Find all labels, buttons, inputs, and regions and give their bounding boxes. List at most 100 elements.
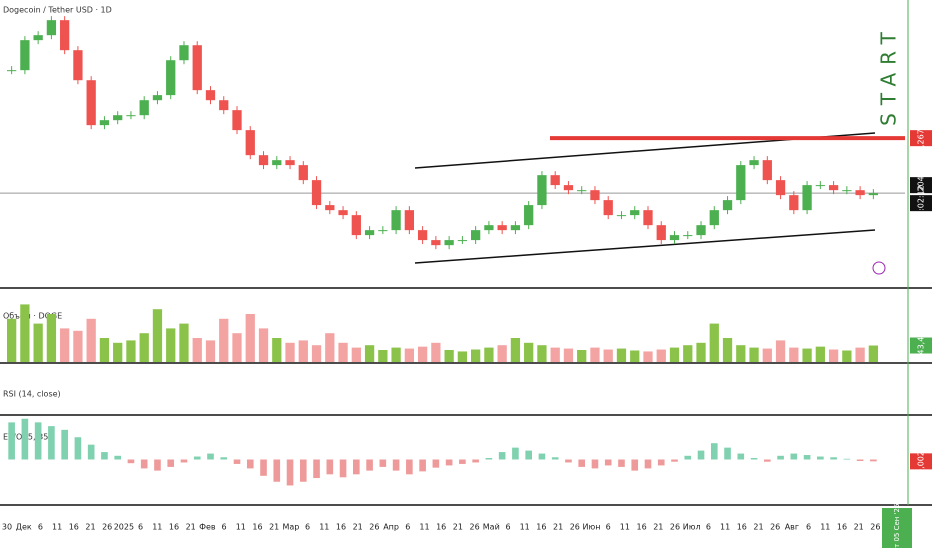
volume-bar: [868, 345, 879, 362]
candle: [232, 110, 242, 131]
volume-bar: [113, 342, 123, 362]
volume-bar: [192, 338, 202, 362]
x-tick-label: 11: [236, 523, 246, 532]
candle: [842, 190, 852, 192]
x-tick-label: 6: [505, 523, 510, 532]
x-tick-label: 6: [305, 523, 310, 532]
x-tick-label: Дек: [16, 523, 32, 532]
candle: [166, 60, 176, 96]
x-tick-label: 30: [2, 523, 12, 532]
channel-lower: [414, 229, 876, 264]
x-tick-label: 2025: [114, 523, 134, 532]
volume-bar: [762, 348, 772, 362]
volume-bar: [391, 347, 401, 362]
candle: [351, 215, 361, 236]
volume-bar: [643, 351, 653, 362]
candle: [86, 80, 96, 126]
candle: [338, 210, 348, 216]
candle: [457, 240, 468, 242]
x-tick-label: 26: [470, 523, 480, 532]
candle: [762, 160, 772, 181]
event-icon[interactable]: [872, 261, 886, 275]
volume-bar: [656, 349, 666, 362]
volume-bar: [152, 309, 163, 362]
volume-bar: [311, 345, 322, 362]
volume-bar: [245, 314, 255, 362]
x-tick-label: 16: [737, 523, 747, 532]
volume-bar: [789, 347, 799, 362]
volume-bar: [537, 345, 547, 362]
volume-bar: [431, 342, 441, 362]
x-tick-label: 11: [520, 523, 530, 532]
x-tick-label: 11: [820, 523, 830, 532]
candle: [364, 230, 375, 236]
candle: [497, 225, 507, 231]
x-tick-label: 11: [152, 523, 162, 532]
x-tick-label: 6: [806, 523, 811, 532]
x-tick-label: Апр: [383, 523, 399, 532]
x-tick-label: 26: [570, 523, 580, 532]
candle: [868, 193, 879, 196]
volume-bar: [166, 328, 176, 362]
x-tick-label: Июн: [583, 523, 601, 532]
x-tick-label: 26: [670, 523, 680, 532]
countdown-label: 00:02:12: [917, 185, 926, 221]
volume-bar: [696, 342, 706, 362]
candle: [205, 90, 216, 101]
x-tick-label: Фев: [199, 523, 216, 532]
volume-bar: [497, 345, 507, 362]
x-tick-label: 21: [186, 523, 196, 532]
candle: [272, 160, 282, 166]
candle: [683, 235, 693, 237]
pane-title: Объем · DOGE: [3, 312, 62, 321]
x-tick-label: 6: [606, 523, 611, 532]
candle: [643, 210, 653, 226]
volume-bar: [828, 349, 839, 362]
volume-bar: [378, 350, 388, 362]
candle: [298, 165, 308, 181]
candle: [471, 230, 481, 241]
x-tick-label: 6: [405, 523, 410, 532]
volume-bar: [563, 348, 574, 362]
x-tick-label: 21: [85, 523, 95, 532]
candle: [802, 185, 812, 211]
candle: [285, 160, 295, 166]
volume-bar: [232, 333, 242, 362]
candle: [192, 45, 202, 91]
candle: [325, 205, 335, 211]
candle: [815, 185, 825, 187]
volume-bar: [60, 328, 70, 362]
candle: [577, 190, 587, 192]
candle: [431, 240, 441, 246]
x-tick-label: 16: [252, 523, 262, 532]
volume-bar: [33, 323, 43, 362]
volume-label: 343,4K: [917, 331, 926, 360]
candle: [524, 205, 534, 226]
current-date-box: [882, 508, 912, 548]
x-tick-label: 26: [870, 523, 880, 532]
x-tick-label: 21: [553, 523, 563, 532]
candle: [563, 185, 574, 191]
volume-bar: [577, 350, 587, 362]
candle: [219, 100, 229, 111]
x-tick-label: 21: [753, 523, 763, 532]
candle: [550, 175, 560, 186]
x-tick-label: Июл: [683, 523, 701, 532]
resistance-label-box: [910, 130, 932, 147]
candle: [616, 215, 627, 217]
volume-bar: [550, 347, 560, 362]
x-tick-label: 21: [854, 523, 864, 532]
candle: [73, 50, 83, 81]
volume-bar: [6, 318, 17, 362]
candle: [603, 200, 613, 216]
candle: [537, 175, 547, 206]
volume-bar: [205, 340, 216, 362]
x-tick-label: Май: [483, 523, 500, 532]
volume-bar: [338, 342, 348, 362]
x-tick-label: 11: [52, 523, 62, 532]
x-tick-label: 6: [222, 523, 227, 532]
volume-bar: [325, 333, 335, 362]
volume-bar: [73, 330, 83, 362]
pane-title: RSI (14, close): [3, 390, 61, 399]
